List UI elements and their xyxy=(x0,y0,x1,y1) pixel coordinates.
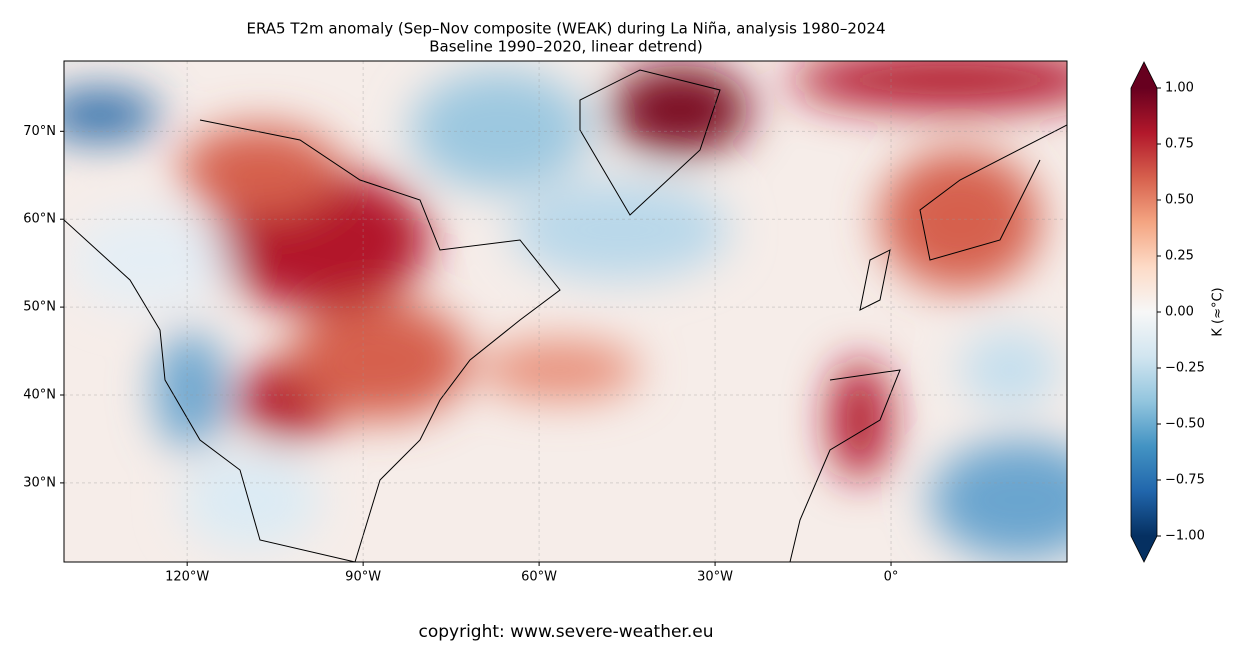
y-tick-label: 60°N xyxy=(23,212,56,227)
colorbar-tick-label: 0.50 xyxy=(1165,193,1194,208)
y-tick-label: 70°N xyxy=(23,124,56,139)
colorbar-tick-label: 1.00 xyxy=(1165,81,1194,96)
colorbar-tick-label: −0.75 xyxy=(1165,473,1205,488)
colorbar-tick-label: 0.25 xyxy=(1165,249,1194,264)
colorbar-tick-label: 0.00 xyxy=(1165,305,1194,320)
x-tick-label: 120°W xyxy=(165,570,209,585)
title-line: ERA5 T2m anomaly (Sep–Nov composite (WEA… xyxy=(246,20,885,38)
coastlines xyxy=(64,69,1067,562)
map-frame xyxy=(63,60,1068,563)
colorbar-tick-label: −0.25 xyxy=(1165,361,1205,376)
copyright: copyright: www.severe-weather.eu xyxy=(418,622,713,642)
anomaly-field xyxy=(64,61,1067,562)
field-blobs xyxy=(64,61,1067,560)
x-tick-label: 0° xyxy=(884,570,899,585)
colorbar xyxy=(1131,88,1157,536)
y-tick-label: 30°N xyxy=(23,475,56,490)
y-tick-label: 40°N xyxy=(23,388,56,403)
x-tick-label: 30°W xyxy=(697,570,733,585)
x-tick-label: 60°W xyxy=(521,570,557,585)
x-tick-label: 90°W xyxy=(345,570,381,585)
colorbar-label: K (≈°C) xyxy=(1211,287,1226,336)
title-line: Baseline 1990–2020, linear detrend) xyxy=(429,38,703,56)
colorbar-extend-min xyxy=(1131,536,1157,562)
colorbar-extend-max xyxy=(1131,62,1157,88)
y-tick-label: 50°N xyxy=(23,300,56,315)
colorbar-tick-label: −1.00 xyxy=(1165,529,1205,544)
colorbar-tick-label: 0.75 xyxy=(1165,137,1194,152)
grid xyxy=(64,61,1067,562)
colorbar-tick-label: −0.50 xyxy=(1165,417,1205,432)
